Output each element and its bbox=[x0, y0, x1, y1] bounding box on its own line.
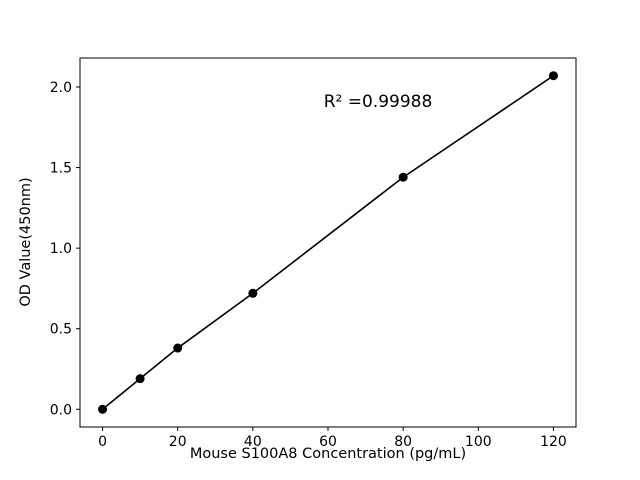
data-series bbox=[98, 71, 558, 414]
data-point bbox=[398, 172, 408, 182]
data-point bbox=[135, 374, 145, 384]
y-tick-label: 0.0 bbox=[50, 402, 72, 418]
y-axis-label: OD Value(450nm) bbox=[18, 177, 34, 306]
y-tick-label: 2.0 bbox=[50, 80, 72, 96]
x-tick-label: 20 bbox=[169, 434, 187, 450]
x-tick-label: 40 bbox=[244, 434, 262, 450]
y-axis-ticks: 0.0 0.5 1.0 1.5 2.0 bbox=[50, 80, 80, 418]
trend-line bbox=[102, 75, 554, 410]
data-point bbox=[248, 288, 258, 298]
x-tick-label: 80 bbox=[394, 434, 412, 450]
data-point bbox=[173, 343, 183, 353]
r-squared-annotation: R² =0.99988 bbox=[324, 92, 433, 112]
x-axis-label: Mouse S100A8 Concentration (pg/mL) bbox=[190, 446, 466, 462]
x-tick-label: 0 bbox=[98, 434, 107, 450]
x-tick-label: 120 bbox=[540, 434, 567, 450]
data-point bbox=[98, 404, 108, 414]
x-tick-label: 100 bbox=[465, 434, 492, 450]
y-tick-label: 1.5 bbox=[50, 161, 72, 177]
y-tick-label: 1.0 bbox=[50, 241, 72, 257]
plot-border bbox=[79, 57, 577, 428]
y-tick-label: 0.5 bbox=[50, 322, 72, 338]
x-tick-label: 60 bbox=[319, 434, 337, 450]
x-axis-ticks: 0 20 40 60 80 100 120 bbox=[98, 427, 567, 450]
data-point bbox=[548, 71, 558, 81]
